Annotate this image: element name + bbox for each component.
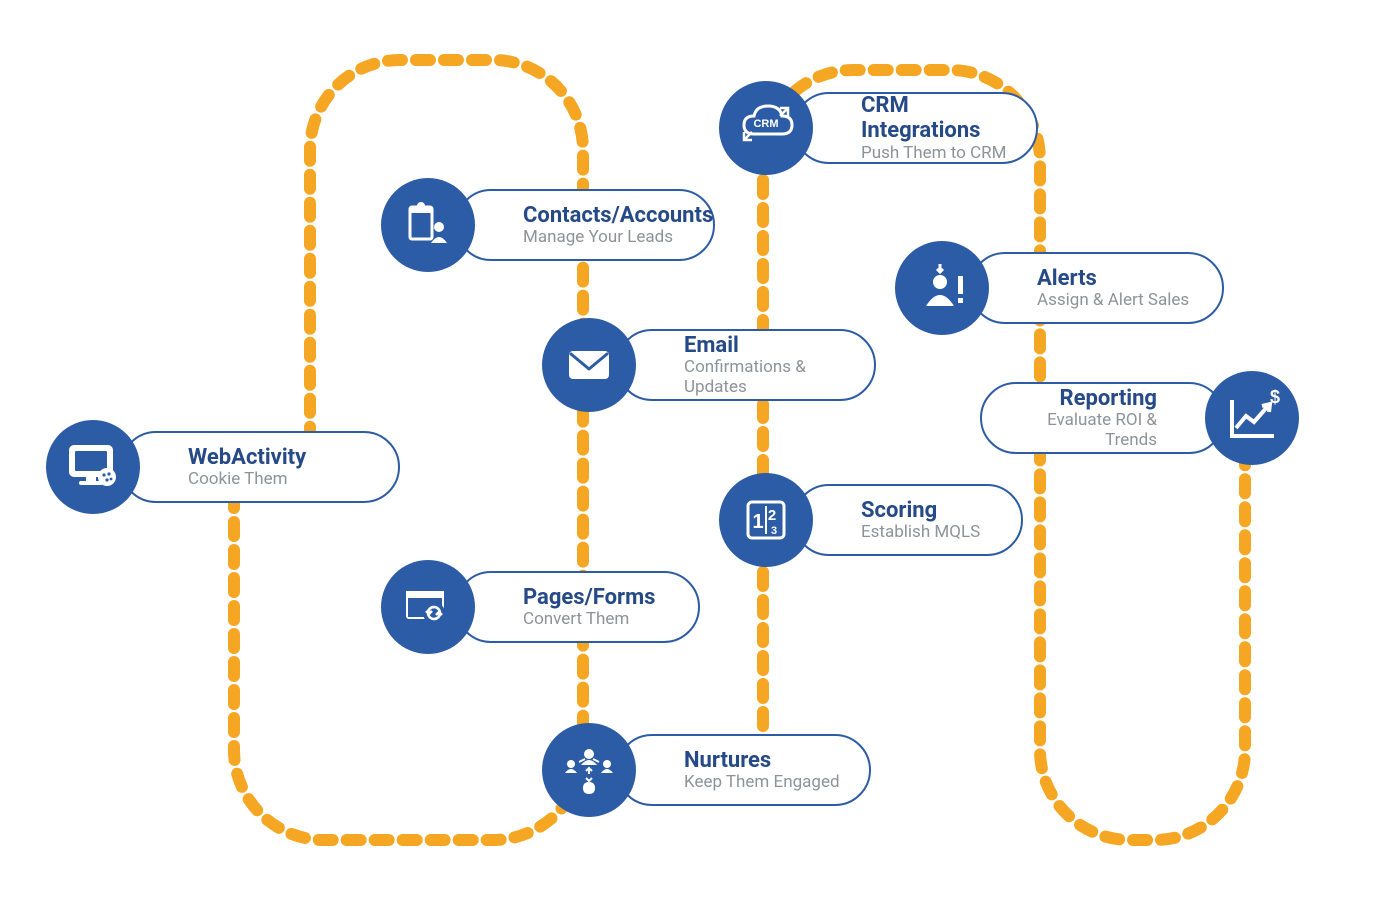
contacts-icon: [381, 178, 475, 272]
node-title: Contacts/Accounts: [523, 203, 689, 228]
node-subtitle: Confirmations & Updates: [684, 358, 850, 397]
pill-pages-forms: Pages/FormsConvert Them: [455, 571, 700, 643]
node-title: Email: [684, 333, 850, 358]
pill-contacts-accounts: Contacts/AccountsManage Your Leads: [455, 189, 715, 261]
diagram-canvas: WebActivityCookie Them Contacts/AccountsM…: [0, 0, 1400, 908]
node-subtitle: Assign & Alert Sales: [1037, 291, 1198, 311]
crm-cloud-icon: [719, 81, 813, 175]
node-title: Pages/Forms: [523, 585, 674, 610]
pill-crm-integrations: CRM IntegrationsPush Them to CRM: [793, 92, 1038, 164]
node-title: Alerts: [1037, 266, 1198, 291]
node-subtitle: Keep Them Engaged: [684, 773, 845, 793]
nurture-icon: [542, 723, 636, 817]
pill-email: EmailConfirmations & Updates: [616, 329, 876, 401]
node-subtitle: Manage Your Leads: [523, 228, 689, 248]
alert-person-icon: [895, 241, 989, 335]
pill-alerts: AlertsAssign & Alert Sales: [969, 252, 1224, 324]
chart-dollar-icon: [1205, 371, 1299, 465]
node-subtitle: Establish MQLS: [861, 523, 997, 543]
node-title: CRM Integrations: [861, 93, 1012, 144]
browser-refresh-icon: [381, 560, 475, 654]
pill-reporting: ReportingEvaluate ROI & Trends: [980, 382, 1225, 454]
node-title: Reporting: [1059, 386, 1157, 411]
scoring-icon: [719, 473, 813, 567]
pill-web-activity: WebActivityCookie Them: [120, 431, 400, 503]
node-subtitle: Convert Them: [523, 610, 674, 630]
node-subtitle: Cookie Them: [188, 470, 374, 490]
envelope-icon: [542, 318, 636, 412]
pill-scoring: ScoringEstablish MQLS: [793, 484, 1023, 556]
node-subtitle: Push Them to CRM: [861, 144, 1012, 164]
pill-nurtures: NurturesKeep Them Engaged: [616, 734, 871, 806]
monitor-cookie-icon: [46, 420, 140, 514]
node-subtitle: Evaluate ROI & Trends: [1006, 411, 1157, 450]
node-title: WebActivity: [188, 445, 374, 470]
node-title: Nurtures: [684, 748, 845, 773]
node-title: Scoring: [861, 498, 997, 523]
